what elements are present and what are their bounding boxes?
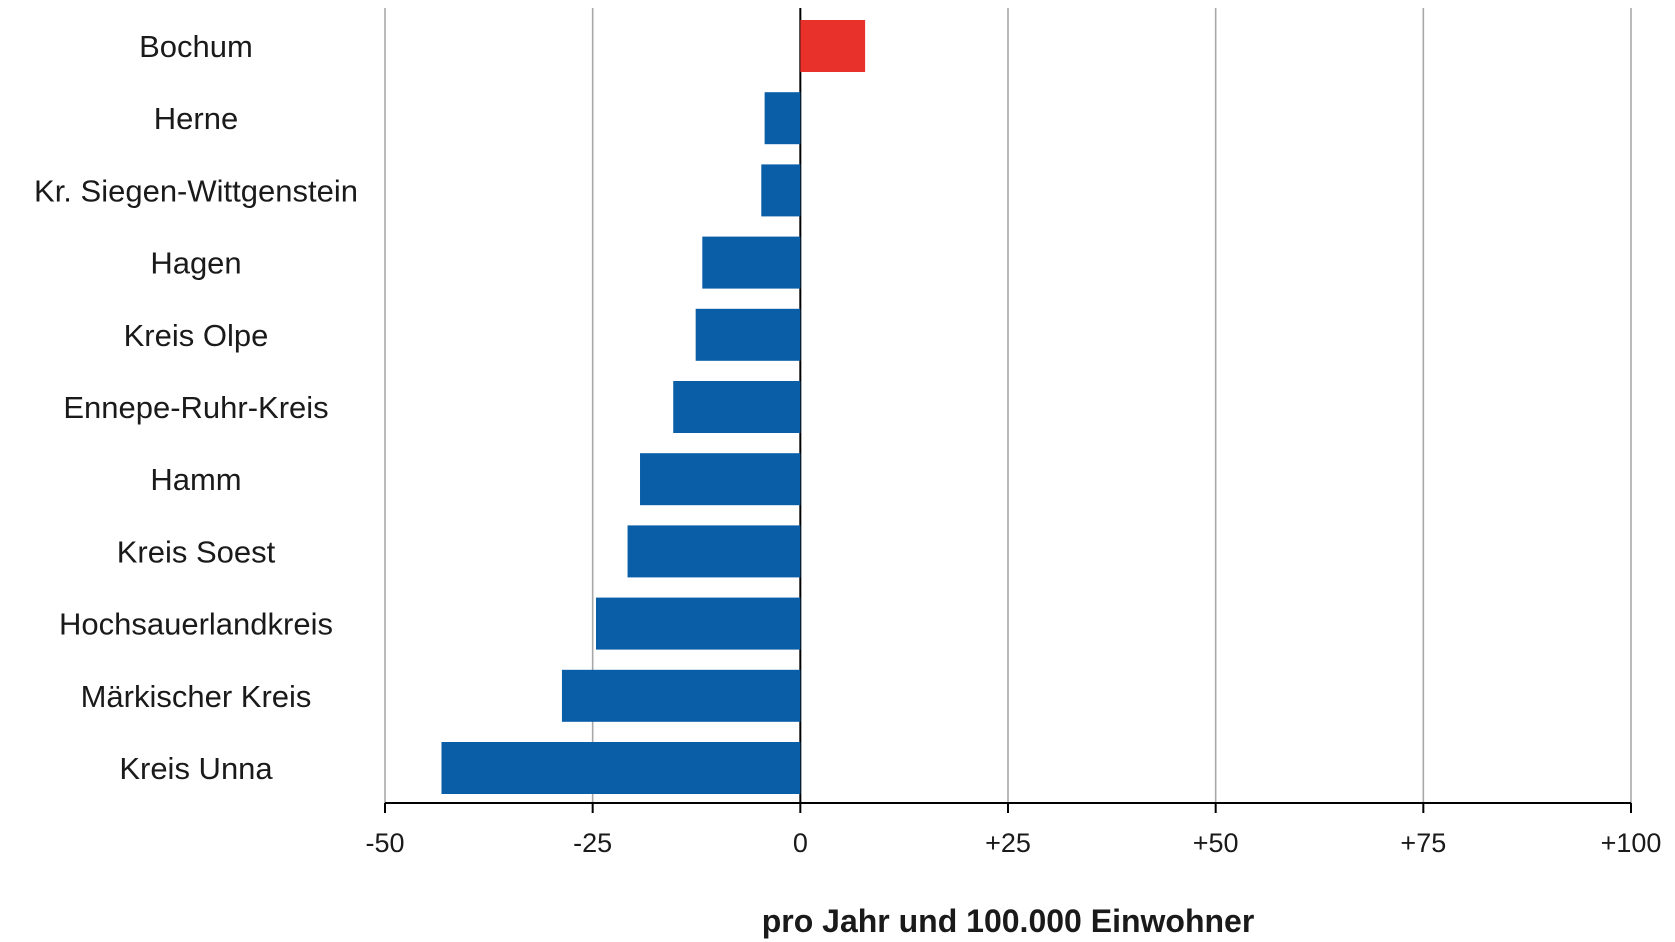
- bar-märkischer-kreis: [561, 669, 801, 722]
- bar-kreis-unna: [441, 742, 801, 794]
- bar-kreis-soest: [627, 525, 801, 578]
- x-tick-label: +100: [1601, 828, 1662, 858]
- category-label: Hochsauerlandkreis: [59, 607, 333, 642]
- x-axis-title: pro Jahr und 100.000 Einwohner: [762, 903, 1255, 939]
- bar-ennepe-ruhr-kreis: [673, 381, 801, 433]
- category-label: Bochum: [139, 29, 253, 64]
- x-tick-label: +50: [1193, 828, 1239, 858]
- x-tick-label: -25: [573, 828, 612, 858]
- category-label: Kreis Olpe: [124, 318, 269, 353]
- category-label: Kr. Siegen-Wittgenstein: [34, 173, 358, 208]
- category-label: Herne: [154, 101, 238, 136]
- x-tick-label: +75: [1400, 828, 1446, 858]
- bar-herne: [764, 92, 801, 145]
- bars: [441, 20, 866, 794]
- category-label: Ennepe-Ruhr-Kreis: [63, 390, 328, 425]
- category-labels: Bochum Herne Kr. Siegen-Wittgenstein Hagen K…: [34, 29, 358, 786]
- bar-hamm: [640, 453, 801, 506]
- bar-kr-siegen-wittgenstein: [761, 164, 801, 217]
- x-axis: -50 -25 0 +25 +50 +75 +100: [365, 802, 1662, 858]
- bar-hochsauerlandkreis: [595, 597, 801, 650]
- category-label: Hamm: [150, 462, 241, 497]
- x-tick-label: 0: [793, 828, 808, 858]
- bar-bochum: [800, 20, 866, 72]
- category-label: Kreis Soest: [117, 534, 276, 569]
- category-label: Kreis Unna: [119, 751, 273, 786]
- category-label: Hagen: [150, 246, 241, 281]
- category-label: Märkischer Kreis: [81, 679, 312, 714]
- bar-kreis-olpe: [695, 308, 801, 361]
- x-tick-label: -50: [365, 828, 404, 858]
- bar-hagen: [702, 236, 801, 289]
- x-tick-label: +25: [985, 828, 1031, 858]
